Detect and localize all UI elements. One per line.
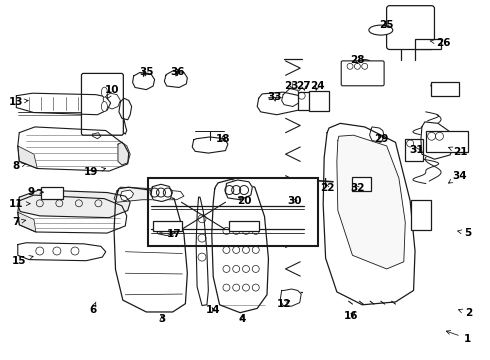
Polygon shape [119,98,132,120]
Text: 13: 13 [9,97,28,107]
FancyBboxPatch shape [387,6,435,50]
Text: 3: 3 [158,314,166,324]
Text: 33: 33 [267,92,282,102]
Polygon shape [18,190,130,218]
Ellipse shape [369,25,393,35]
Text: 25: 25 [379,20,394,30]
Bar [298,92,314,110]
Text: 10: 10 [105,85,120,99]
Polygon shape [114,187,187,312]
Text: 4: 4 [239,314,246,324]
Polygon shape [421,122,454,159]
Text: 9: 9 [27,187,44,197]
Text: 20: 20 [237,196,251,206]
Text: 1: 1 [446,330,471,343]
Text: 28: 28 [350,55,365,65]
Text: 27: 27 [296,81,311,91]
Text: 8: 8 [13,161,25,171]
Polygon shape [212,179,269,313]
Text: 35: 35 [139,67,153,77]
Polygon shape [196,197,208,306]
Text: 16: 16 [344,311,359,320]
Text: 18: 18 [216,134,230,144]
Polygon shape [164,71,187,87]
Polygon shape [103,93,121,109]
Polygon shape [151,184,172,202]
Polygon shape [93,133,101,139]
Polygon shape [16,93,111,115]
Bar [411,200,431,230]
Polygon shape [257,92,303,115]
Ellipse shape [101,102,107,112]
Polygon shape [225,180,252,200]
Text: 31: 31 [410,144,424,154]
Polygon shape [18,146,37,168]
Text: 11: 11 [9,199,30,209]
Bar [310,91,329,111]
Polygon shape [192,137,228,153]
Polygon shape [133,72,155,90]
FancyBboxPatch shape [81,73,123,135]
Polygon shape [18,127,129,171]
Text: 34: 34 [448,171,467,183]
Bar [153,221,182,231]
Polygon shape [156,224,175,235]
Text: 23: 23 [284,81,299,91]
Polygon shape [337,135,405,269]
Text: 22: 22 [320,183,334,193]
Bar [148,178,318,246]
Text: 19: 19 [84,167,106,177]
Text: 17: 17 [167,229,181,239]
Polygon shape [282,89,300,107]
Text: 36: 36 [171,67,185,77]
Polygon shape [121,190,134,201]
Text: 26: 26 [430,38,450,48]
Ellipse shape [101,87,107,97]
FancyBboxPatch shape [341,61,384,86]
Polygon shape [280,289,301,306]
Bar [415,40,441,49]
Text: 32: 32 [350,183,365,193]
Bar [41,187,63,199]
Bar [229,221,259,231]
Text: 14: 14 [206,305,220,315]
Bar [432,82,460,96]
Text: 21: 21 [448,147,467,157]
Text: 2: 2 [459,309,472,318]
Polygon shape [114,187,184,202]
Polygon shape [369,127,384,142]
Polygon shape [18,212,36,232]
Polygon shape [118,142,130,165]
Bar [426,131,467,152]
Text: 29: 29 [374,134,388,144]
Bar [351,177,371,191]
Text: 24: 24 [310,81,325,91]
Bar [405,139,423,161]
Text: 15: 15 [12,256,33,266]
Polygon shape [323,123,415,305]
Text: 6: 6 [89,302,96,315]
Text: 30: 30 [288,196,302,206]
Text: 5: 5 [458,228,471,238]
Text: 12: 12 [277,299,292,309]
Text: 7: 7 [13,217,25,227]
Polygon shape [18,195,127,233]
Polygon shape [18,243,106,261]
